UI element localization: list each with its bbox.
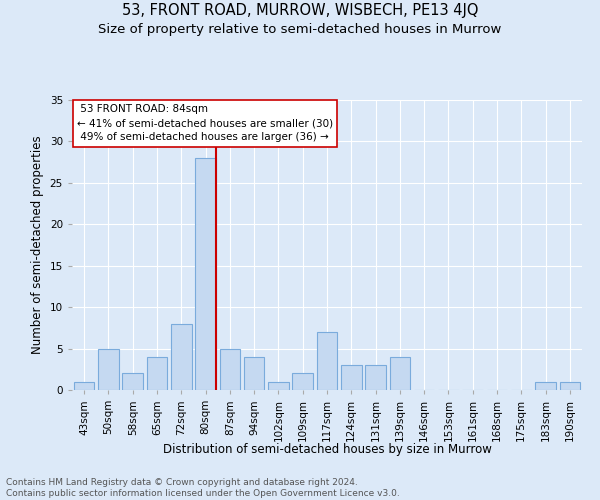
Bar [560, 382, 580, 390]
Bar [365, 365, 386, 390]
Bar [220, 348, 240, 390]
Bar [171, 324, 191, 390]
Bar [268, 382, 289, 390]
Text: 53, FRONT ROAD, MURROW, WISBECH, PE13 4JQ: 53, FRONT ROAD, MURROW, WISBECH, PE13 4J… [122, 2, 478, 18]
Bar [74, 382, 94, 390]
Bar [341, 365, 362, 390]
Bar [146, 357, 167, 390]
Bar [535, 382, 556, 390]
Y-axis label: Number of semi-detached properties: Number of semi-detached properties [31, 136, 44, 354]
Text: Contains HM Land Registry data © Crown copyright and database right 2024.
Contai: Contains HM Land Registry data © Crown c… [6, 478, 400, 498]
Bar [122, 374, 143, 390]
Bar [195, 158, 216, 390]
Bar [98, 348, 119, 390]
Bar [317, 332, 337, 390]
Bar [292, 374, 313, 390]
Text: Size of property relative to semi-detached houses in Murrow: Size of property relative to semi-detach… [98, 22, 502, 36]
Text: Distribution of semi-detached houses by size in Murrow: Distribution of semi-detached houses by … [163, 442, 491, 456]
Bar [244, 357, 265, 390]
Bar [389, 357, 410, 390]
Text: 53 FRONT ROAD: 84sqm 
← 41% of semi-detached houses are smaller (30)
 49% of sem: 53 FRONT ROAD: 84sqm ← 41% of semi-detac… [77, 104, 333, 142]
